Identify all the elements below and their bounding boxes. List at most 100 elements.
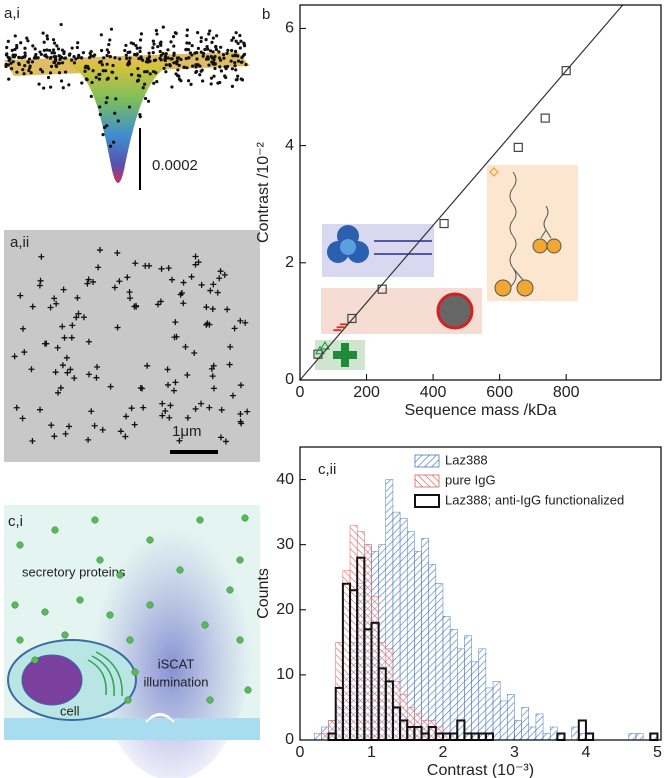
spot (204, 320, 211, 327)
data-dot (230, 48, 234, 53)
data-dot (138, 49, 142, 54)
data-dot (156, 45, 160, 49)
spot (146, 262, 153, 269)
data-dot (208, 49, 213, 53)
data-dot (135, 79, 140, 83)
protein (206, 696, 214, 704)
spot (93, 374, 100, 381)
spot (90, 278, 97, 285)
data-dot (182, 65, 186, 70)
spot (67, 366, 74, 373)
data-dot (70, 46, 74, 50)
y-tick-label: 0 (285, 731, 294, 748)
data-dot (184, 48, 188, 52)
x-tick-label: 400 (420, 384, 447, 401)
data-dot (9, 61, 13, 65)
data-dot (48, 56, 53, 60)
bar (499, 700, 508, 741)
data-dot (209, 76, 214, 80)
x-tick-label: 600 (486, 384, 513, 401)
bar (378, 642, 387, 741)
substrate (4, 718, 260, 740)
spot (131, 303, 138, 310)
spot (159, 412, 166, 419)
data-dot (174, 60, 179, 64)
data-dot (214, 47, 219, 52)
spot (180, 300, 187, 307)
data-dot (107, 50, 111, 54)
spot (131, 421, 138, 428)
data-dot (90, 80, 94, 85)
data-dot (152, 81, 156, 85)
icon (340, 239, 356, 255)
data-dot (194, 69, 199, 74)
data-dot (198, 73, 202, 77)
data-dot (166, 56, 170, 60)
data-dot (72, 55, 76, 59)
spot (165, 265, 172, 272)
spot (116, 278, 123, 285)
data-dot (62, 51, 66, 56)
spot (203, 304, 210, 311)
data-dot (189, 82, 193, 86)
data-dot (151, 69, 156, 74)
data-dot (29, 71, 33, 75)
bar (635, 733, 644, 741)
spot (124, 274, 131, 281)
spot (126, 289, 133, 296)
data-dot (81, 51, 86, 55)
spot (91, 422, 98, 429)
spot (75, 310, 82, 317)
bar (356, 531, 365, 741)
data-dot (112, 140, 116, 144)
spot (218, 406, 225, 413)
data-dot (210, 60, 214, 64)
spot (122, 433, 129, 440)
bar (428, 563, 437, 741)
bar (414, 550, 422, 741)
data-dot (109, 27, 114, 31)
data-dot (195, 57, 199, 61)
bar (628, 733, 637, 741)
data-dot (38, 50, 42, 54)
data-dot (155, 80, 159, 84)
bar (421, 720, 429, 741)
data-dot (126, 63, 130, 67)
spot (208, 365, 215, 372)
spot (155, 301, 162, 308)
bar (406, 707, 415, 741)
data-dot (26, 39, 30, 43)
funnel (62, 62, 176, 183)
spot (21, 349, 28, 356)
data-dot (164, 52, 168, 56)
panel-label: b (262, 6, 270, 23)
data-dot (80, 56, 84, 60)
bar (371, 596, 379, 741)
point (439, 218, 449, 229)
data-dot (54, 55, 58, 59)
spot (176, 437, 183, 444)
data-dot (104, 69, 108, 73)
data-dot (60, 61, 65, 65)
data-dot (54, 64, 58, 68)
data-dot (30, 60, 35, 64)
data-dot (239, 39, 243, 43)
y-tick-label: 30 (276, 536, 294, 553)
data-dot (236, 59, 241, 63)
data-dot (15, 70, 19, 74)
data-dot (56, 47, 61, 51)
bar (428, 720, 437, 741)
label: iSCAT (158, 656, 195, 671)
data-dot (161, 25, 165, 29)
data-dot (146, 99, 151, 103)
data-dot (75, 45, 79, 50)
protein (31, 656, 39, 664)
spot (237, 418, 244, 425)
spot (80, 314, 87, 321)
data-dot (97, 77, 102, 81)
icon (494, 279, 512, 297)
data-dot (230, 67, 234, 71)
image (4, 230, 260, 462)
protein (236, 556, 244, 564)
protein (196, 516, 204, 524)
